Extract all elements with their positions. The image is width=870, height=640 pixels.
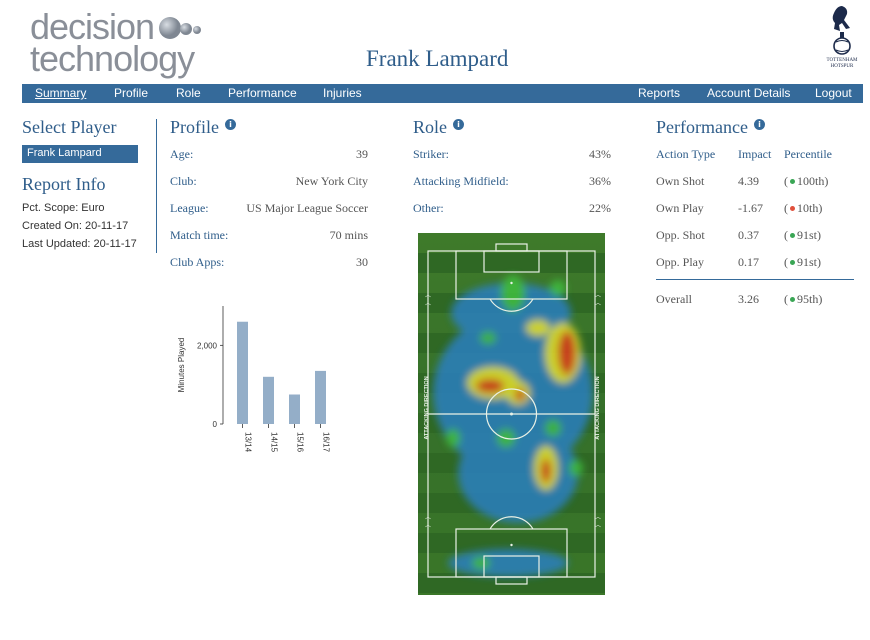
- main-nav: Summary Profile Role Performance Injurie…: [22, 84, 863, 103]
- y-tick-label: 2,000: [197, 341, 218, 350]
- perf-row-overall-impact: 3.26: [738, 292, 759, 306]
- role-value-other: 22%: [589, 201, 611, 215]
- bar-14-15: [263, 376, 274, 424]
- perf-row-percentile: (91st): [784, 228, 821, 242]
- perf-row-percentile: (100th): [784, 174, 829, 188]
- col-impact: Impact: [738, 147, 772, 161]
- perf-row-percentile: (91st): [784, 255, 821, 269]
- status-dot-icon: [790, 206, 795, 212]
- pitch-lines: [427, 243, 596, 585]
- attacking-direction-right: ATTACKING DIRECTION: [595, 376, 601, 439]
- performance-heading: Performance i: [656, 117, 765, 138]
- minutes-played-chart: Minutes Played 0 2,000 13/14 14/15 15/16 16/1…: [177, 306, 331, 453]
- x-tick-label: 15/16: [296, 432, 305, 453]
- profile-value-league: US Major League Soccer: [246, 201, 368, 215]
- report-info-heading: Report Info: [22, 174, 106, 194]
- nav-injuries[interactable]: Injuries: [323, 86, 362, 100]
- perf-row-overall-action: Overall: [656, 292, 692, 306]
- profile-label-club-apps: Club Apps:: [170, 255, 225, 269]
- perf-row-action: Own Play: [656, 201, 704, 215]
- profile-label-club: Club:: [170, 174, 197, 188]
- role-heading: Role i: [413, 117, 464, 138]
- profile-value-club: New York City: [295, 174, 368, 188]
- perf-row-impact: -1.67: [738, 201, 763, 215]
- perf-row-percentile: (10th): [784, 201, 823, 215]
- nav-profile[interactable]: Profile: [114, 86, 149, 100]
- profile-heading-text: Profile: [170, 117, 219, 137]
- heat-layer: [433, 275, 593, 577]
- profile-value-age: 39: [356, 147, 368, 161]
- y-tick-label: 0: [213, 420, 218, 429]
- nav-performance[interactable]: Performance: [228, 86, 297, 100]
- profile-value-match-time: 70 mins: [329, 228, 368, 242]
- svg-text:︿: ︿: [595, 522, 601, 529]
- svg-text:︿: ︿: [425, 292, 431, 299]
- svg-text:︿: ︿: [595, 514, 601, 521]
- svg-text:︿: ︿: [425, 514, 431, 521]
- x-tick-label: 14/15: [270, 432, 279, 453]
- performance-heading-text: Performance: [656, 117, 748, 137]
- svg-text:︿: ︿: [425, 300, 431, 307]
- nav-account-details[interactable]: Account Details: [707, 86, 791, 100]
- role-label-other: Other:: [413, 201, 444, 215]
- attacking-direction-left: ATTACKING DIRECTION: [424, 376, 430, 439]
- role-heading-text: Role: [413, 117, 447, 137]
- perf-row-impact: 4.39: [738, 174, 759, 188]
- info-icon[interactable]: i: [753, 119, 765, 130]
- profile-label-match-time: Match time:: [170, 228, 229, 242]
- x-tick-label: 16/17: [322, 432, 331, 453]
- nav-role[interactable]: Role: [176, 86, 201, 100]
- pct-scope: Pct. Scope: Euro: [22, 202, 105, 214]
- pitch-heatmap: ATTACKING DIRECTION ATTACKING DIRECTION …: [418, 233, 605, 595]
- perf-row-action: Opp. Shot: [656, 228, 705, 242]
- direction-arrows: ︿︿ ︿︿ ︿︿ ︿︿: [425, 292, 601, 529]
- bar-13-14: [237, 321, 248, 424]
- svg-text:︿: ︿: [595, 292, 601, 299]
- profile-label-age: Age:: [170, 147, 194, 161]
- role-label-striker: Striker:: [413, 147, 449, 161]
- nav-logout[interactable]: Logout: [815, 86, 852, 100]
- info-icon[interactable]: i: [453, 119, 464, 130]
- status-dot-icon: [790, 233, 795, 239]
- bar-16-17: [315, 370, 326, 424]
- role-value-attacking-midfield: 36%: [589, 174, 611, 188]
- profile-label-league: League:: [170, 201, 209, 215]
- crest-text: TOTTENHAM HOTSPUR: [826, 58, 858, 69]
- bar-15-16: [289, 394, 300, 424]
- player-select[interactable]: Frank Lampard: [22, 145, 138, 163]
- info-icon[interactable]: i: [225, 119, 236, 130]
- svg-text:︿: ︿: [425, 522, 431, 529]
- perf-row-impact: 0.37: [738, 228, 759, 242]
- status-dot-icon: [790, 179, 795, 185]
- club-crest-icon: [832, 6, 851, 55]
- last-updated: Last Updated: 20-11-17: [22, 238, 137, 250]
- select-player-heading: Select Player: [22, 117, 117, 137]
- role-label-attacking-midfield: Attacking Midfield:: [413, 174, 509, 188]
- svg-text:︿: ︿: [595, 300, 601, 307]
- decision-technology-logo: decision technology: [30, 6, 230, 79]
- profile-value-club-apps: 30: [356, 255, 368, 269]
- profile-heading: Profile i: [170, 117, 236, 138]
- nav-summary[interactable]: Summary: [35, 86, 87, 100]
- created-on: Created On: 20-11-17: [22, 220, 129, 232]
- perf-divider: [656, 279, 854, 280]
- status-dot-icon: [790, 260, 795, 266]
- col-action-type: Action Type: [656, 147, 716, 161]
- x-tick-label: 13/14: [244, 432, 253, 453]
- divider: [156, 119, 157, 253]
- role-value-striker: 43%: [589, 147, 611, 161]
- logo-dots-icon: [159, 17, 201, 39]
- logo-line1: decision: [30, 6, 155, 47]
- nav-reports[interactable]: Reports: [638, 86, 681, 100]
- perf-row-action: Opp. Play: [656, 255, 704, 269]
- perf-row-overall-percentile: (95th): [784, 292, 823, 306]
- col-percentile: Percentile: [784, 147, 832, 161]
- perf-row-action: Own Shot: [656, 174, 705, 188]
- logo-line2: technology: [30, 38, 195, 79]
- y-axis-label: Minutes Played: [177, 338, 186, 393]
- page-title: Frank Lampard: [366, 46, 509, 71]
- status-dot-icon: [790, 297, 795, 303]
- perf-row-impact: 0.17: [738, 255, 759, 269]
